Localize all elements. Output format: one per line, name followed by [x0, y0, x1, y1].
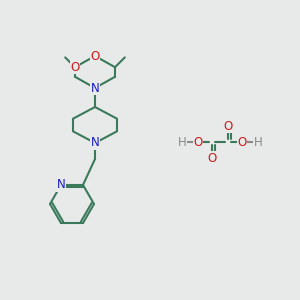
- Text: N: N: [91, 136, 99, 149]
- Text: O: O: [70, 61, 80, 74]
- Text: N: N: [91, 82, 99, 94]
- Text: N: N: [57, 178, 65, 191]
- Text: H: H: [254, 136, 262, 148]
- Text: O: O: [90, 50, 100, 62]
- Text: O: O: [224, 119, 232, 133]
- Text: O: O: [207, 152, 217, 164]
- Text: O: O: [194, 136, 202, 148]
- Text: N: N: [91, 82, 99, 94]
- Text: H: H: [178, 136, 186, 148]
- Text: O: O: [90, 50, 100, 62]
- Text: O: O: [237, 136, 247, 148]
